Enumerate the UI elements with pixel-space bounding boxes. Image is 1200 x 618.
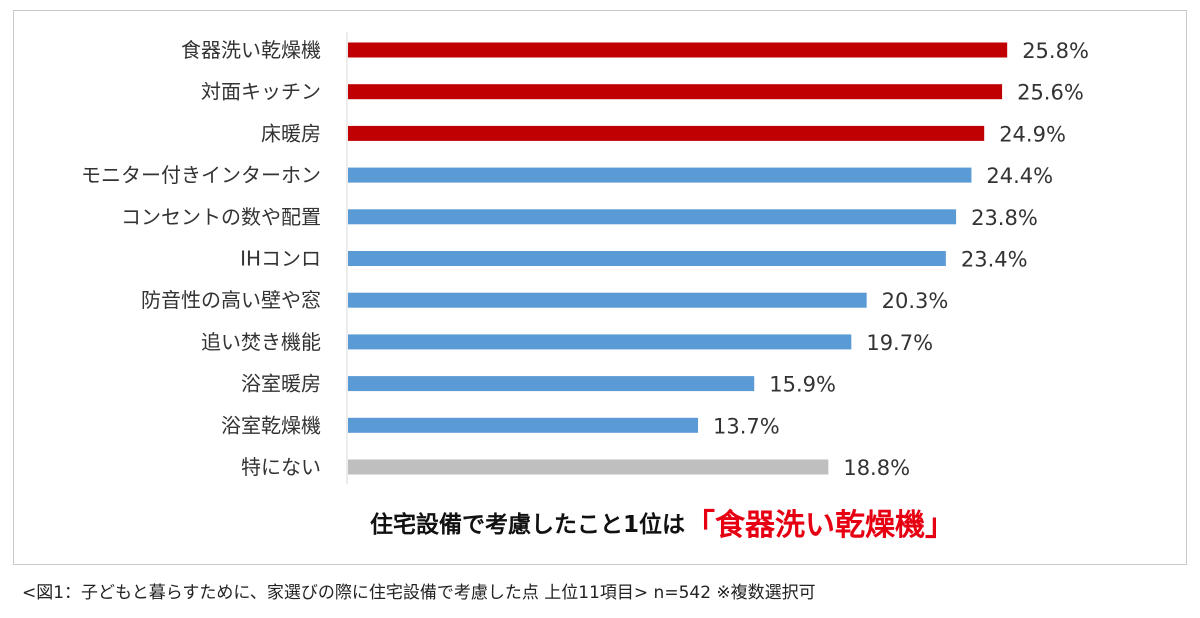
bar xyxy=(348,42,1008,58)
category-label: 追い焚き機能 xyxy=(201,330,321,354)
value-label: 20.3% xyxy=(882,289,949,313)
category-label: 浴室暖房 xyxy=(241,372,321,396)
category-label: 防音性の高い壁や窓 xyxy=(141,288,321,312)
category-label: 対面キッチン xyxy=(201,80,321,104)
value-label: 25.6% xyxy=(1017,81,1084,105)
category-label: 食器洗い乾燥機 xyxy=(181,38,321,62)
bar xyxy=(348,251,946,266)
bar xyxy=(348,125,985,141)
category-label: IHコンロ xyxy=(240,247,321,271)
value-label: 23.4% xyxy=(961,248,1028,272)
bar xyxy=(348,459,829,475)
bar xyxy=(348,417,699,433)
value-label: 13.7% xyxy=(713,414,780,438)
headline-highlight-text: 「食器洗い乾燥機」 xyxy=(685,508,956,543)
headline-main-text: 住宅設備で考慮したこと1位は xyxy=(370,512,686,538)
category-label: コンセントの数や配置 xyxy=(121,205,321,229)
value-label: 18.8% xyxy=(843,456,910,480)
bar xyxy=(348,376,755,392)
category-label: モニター付きインターホン xyxy=(81,163,321,187)
figure-caption: <図1：子どもと暮らすために、家選びの際に住宅設備で考慮した点 上位11項目> … xyxy=(22,583,816,603)
category-label: 浴室乾燥機 xyxy=(221,413,321,437)
bars-layer: 食器洗い乾燥機 25.8% 対面キッチン 25.6% 床暖房 24.9% モニター付きインタ… xyxy=(81,38,1089,480)
value-label: 19.7% xyxy=(866,331,933,355)
bar xyxy=(348,84,1003,100)
bar xyxy=(348,209,957,225)
value-label: 15.9% xyxy=(769,373,836,397)
value-label: 23.8% xyxy=(971,206,1038,230)
value-label: 24.4% xyxy=(986,164,1053,188)
bar xyxy=(348,167,972,183)
category-label: 特にない xyxy=(241,455,321,479)
headline: 住宅設備で考慮したこと1位は「食器洗い乾燥機」 xyxy=(370,500,955,544)
bar xyxy=(348,334,852,350)
value-label: 24.9% xyxy=(999,122,1066,146)
value-label: 25.8% xyxy=(1022,39,1089,63)
category-label: 床暖房 xyxy=(261,121,321,145)
bar xyxy=(348,292,867,308)
